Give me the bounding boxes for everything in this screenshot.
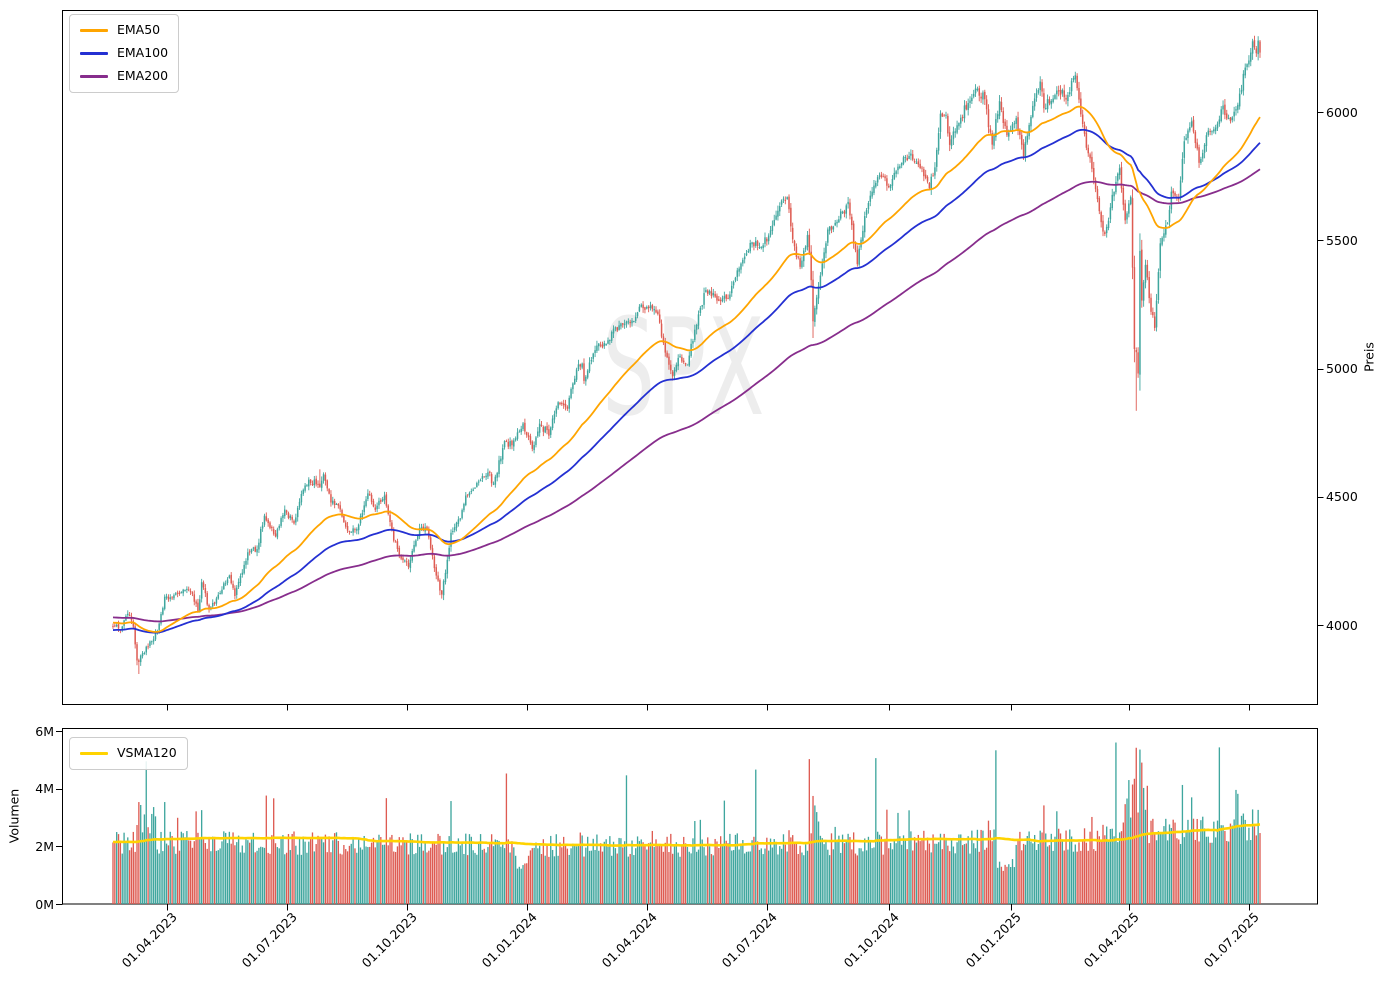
legend-item-ema200: EMA200 [80,68,168,85]
legend-label: EMA200 [117,68,169,84]
legend-item-ema100: EMA100 [80,45,168,62]
volume-axis-title: Volumen [6,788,22,844]
legend-label: EMA50 [117,22,161,38]
legend-label: VSMA120 [117,745,177,761]
ema200-line-swatch [80,75,108,78]
volume-ytick: 6M [35,723,54,739]
volume-ytick: 2M [35,838,54,854]
price-ytick: 5500 [1326,232,1358,248]
price-ytick: 4000 [1326,617,1358,633]
price-ytick: 6000 [1326,104,1358,120]
price-axis-title: Preis [1361,342,1377,372]
legend-label: EMA100 [117,45,169,61]
legend-item-vsma120: VSMA120 [80,745,177,762]
price-ytick: 4500 [1326,489,1358,505]
ema50-line-swatch [80,29,108,32]
legend-item-ema50: EMA50 [80,22,168,39]
volume-ytick: 0M [35,896,54,912]
volume-legend: VSMA120 [69,737,188,770]
ema100-line-swatch [80,52,108,55]
price-legend: EMA50 EMA100 EMA200 [69,14,180,93]
vsma120-line-swatch [80,752,108,755]
price-ytick: 5000 [1326,361,1358,376]
volume-ytick: 4M [35,781,54,797]
